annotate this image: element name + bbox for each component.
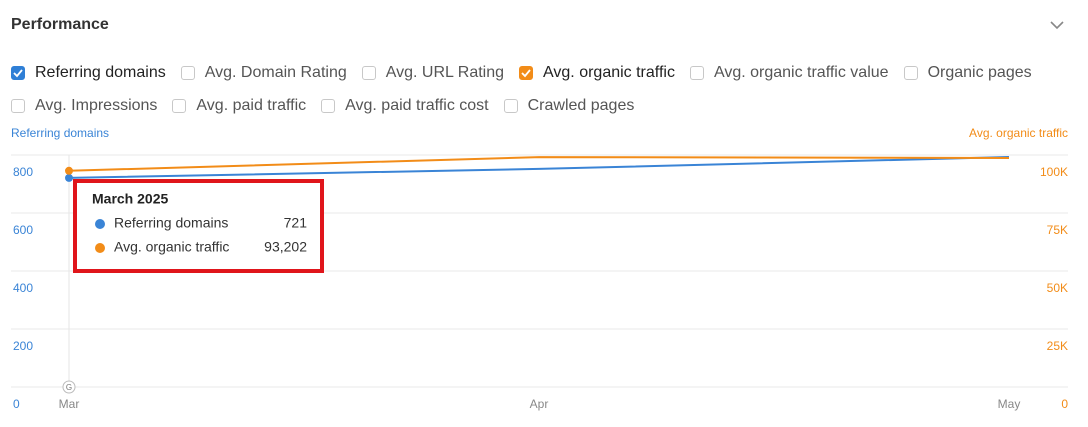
checkbox[interactable]: Avg. organic traffic: [519, 64, 675, 82]
checkbox-box[interactable]: [503, 98, 518, 113]
y2-tick-label: 100K: [1040, 165, 1068, 179]
tooltip-box: [73, 179, 324, 273]
y2-axis-label: Avg. organic traffic: [969, 126, 1068, 140]
y-tick-label: 0: [13, 397, 20, 411]
checkbox-label: Organic pages: [927, 63, 1032, 81]
checkbox[interactable]: Organic pages: [903, 63, 1032, 82]
check-mark: [521, 68, 531, 77]
checkbox-box[interactable]: [903, 65, 918, 80]
hover-point: [65, 173, 73, 182]
y-axis-label: Referring domains: [11, 126, 109, 140]
y-tick-label: 800: [13, 165, 33, 179]
checkbox[interactable]: Crawled pages: [503, 96, 635, 115]
y-tick-label: 600: [13, 223, 33, 237]
checkbox-label: Referring domains: [35, 63, 166, 81]
section-title: Performance: [11, 16, 109, 33]
checkbox[interactable]: Referring domains: [11, 64, 166, 82]
tooltip-value: 721: [284, 215, 308, 231]
y2-tick-label: 0: [1061, 397, 1068, 411]
checkbox[interactable]: Avg. organic traffic value: [689, 63, 889, 82]
checkbox-box[interactable]: [172, 98, 187, 113]
tooltip-dot: [95, 219, 105, 229]
checkbox[interactable]: Avg. URL Rating: [361, 63, 505, 82]
checkbox-label: Avg. paid traffic cost: [345, 96, 489, 114]
checkbox-label: Avg. Impressions: [35, 96, 158, 114]
checkbox-label: Avg. Domain Rating: [204, 63, 347, 81]
y2-tick-label: 50K: [1047, 281, 1068, 295]
metric-options: Referring domains Avg. Domain Rating Avg. …: [11, 56, 1071, 122]
checkbox-box[interactable]: [519, 65, 534, 80]
y-tick-label: 200: [13, 339, 33, 353]
checkbox[interactable]: Avg. paid traffic: [172, 97, 306, 115]
annotation-marker: G: [62, 380, 76, 394]
annotation-circle: [62, 380, 76, 394]
tooltip-value: 93,202: [264, 239, 307, 255]
checkbox-label: Crawled pages: [527, 96, 635, 114]
checkbox-label: Avg. organic traffic: [543, 63, 675, 81]
tooltip-series-name: Referring domains: [114, 215, 228, 231]
checkbox-label: Avg. paid traffic: [196, 96, 307, 114]
checkbox-box[interactable]: [321, 98, 336, 113]
checkbox-row: Referring domains Avg. Domain Rating Avg. …: [11, 56, 1071, 89]
tooltip-dot: [95, 243, 105, 253]
y-tick-label: 400: [13, 281, 33, 295]
y2-tick-label: 25K: [1047, 339, 1068, 353]
checkbox-box[interactable]: [11, 98, 25, 113]
collapse-chevron[interactable]: [1050, 21, 1064, 30]
checkbox[interactable]: Avg. paid traffic cost: [321, 96, 489, 115]
checkbox-box[interactable]: [361, 65, 376, 80]
checkbox-row: Avg. Impressions Avg. paid traffic Avg. pa…: [11, 89, 1071, 122]
annotation-text: G: [66, 383, 72, 392]
hover-point: [65, 166, 73, 175]
checkbox[interactable]: Avg. Impressions: [11, 97, 157, 115]
check-mark: [13, 68, 23, 77]
checkbox-label: Avg. organic traffic value: [713, 63, 889, 81]
checkbox-label: Avg. URL Rating: [385, 63, 505, 81]
series-line: [68, 156, 1010, 172]
checkbox-box[interactable]: [11, 65, 25, 80]
x-tick-label: Apr: [530, 397, 549, 411]
x-tick-label: May: [998, 397, 1021, 411]
y2-tick-label: 75K: [1047, 223, 1068, 237]
checkbox-box[interactable]: [689, 65, 704, 80]
series-line: [68, 156, 1010, 179]
tooltip-series-name: Avg. organic traffic: [114, 239, 229, 255]
tooltip-title: March 2025: [92, 191, 168, 207]
checkbox[interactable]: Avg. Domain Rating: [180, 63, 347, 82]
x-tick-label: Mar: [59, 397, 80, 411]
checkbox-box[interactable]: [180, 65, 195, 80]
